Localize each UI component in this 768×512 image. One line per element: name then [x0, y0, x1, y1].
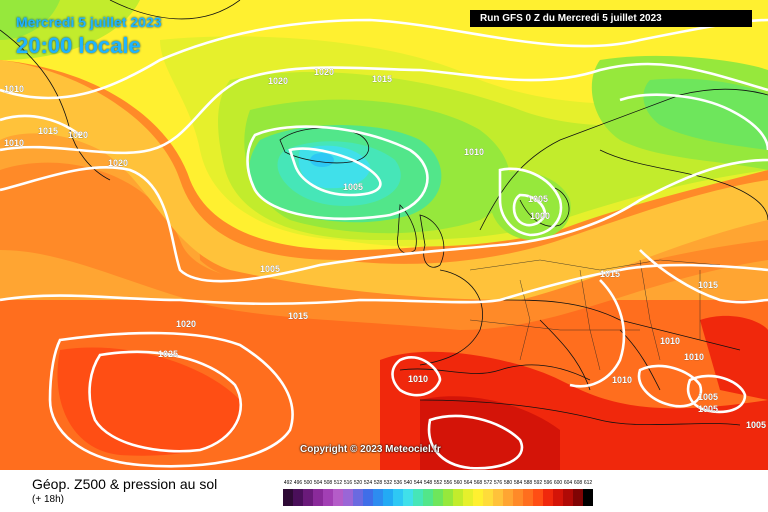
scale-swatch	[373, 489, 383, 506]
scale-tick-label: 604	[563, 480, 573, 486]
forecast-date: Mercredi 5 juillet 2023	[16, 14, 162, 30]
scale-tick-label: 612	[583, 480, 593, 486]
isobar-label: 1005	[260, 264, 280, 274]
isobar-label: 1015	[288, 311, 308, 321]
scale-tick-label: 520	[353, 480, 363, 486]
isobar-label: 1010	[408, 374, 428, 384]
scale-swatch	[433, 489, 443, 506]
scale-tick-label: 564	[463, 480, 473, 486]
scale-swatch	[383, 489, 393, 506]
legend-subtitle: (+ 18h)	[32, 494, 64, 505]
scale-swatch	[563, 489, 573, 506]
scale-tick-label: 552	[433, 480, 443, 486]
scale-tick-labels: 492 496 500 504 508 512 516 520 524 528 532 536 540 5…	[283, 478, 753, 489]
isobar-label: 1015	[372, 74, 392, 84]
scale-swatch	[533, 489, 543, 506]
isobar-label: 1005	[698, 404, 718, 414]
isobar-label: 1010	[612, 375, 632, 385]
scale-tick-label: 584	[513, 480, 523, 486]
scale-swatch	[423, 489, 433, 506]
scale-swatch	[513, 489, 523, 506]
scale-swatch	[463, 489, 473, 506]
copyright-notice: Copyright © 2023 Meteociel.fr	[300, 444, 441, 455]
scale-tick-label: 492	[283, 480, 293, 486]
isobar-label: 1010	[4, 138, 24, 148]
scale-tick-label: 504	[313, 480, 323, 486]
isobar-label: 1020	[108, 158, 128, 168]
scale-swatch	[403, 489, 413, 506]
scale-swatch	[393, 489, 403, 506]
isobar-label: 1005	[746, 420, 766, 430]
scale-swatch	[453, 489, 463, 506]
scale-tick-label: 580	[503, 480, 513, 486]
scale-swatches	[283, 489, 753, 506]
scale-swatch	[413, 489, 423, 506]
scale-swatch	[323, 489, 333, 506]
scale-swatch	[553, 489, 563, 506]
scale-swatch	[523, 489, 533, 506]
scale-swatch	[543, 489, 553, 506]
scale-tick-label: 600	[553, 480, 563, 486]
weather-map: 1010 1010 1015 1020 1020 1020 1020 1015 …	[0, 0, 768, 470]
isobar-label: 1005	[343, 182, 363, 192]
isobar-label: 1020	[176, 319, 196, 329]
scale-tick-label: 560	[453, 480, 463, 486]
scale-swatch	[583, 489, 593, 506]
color-scale: 492 496 500 504 508 512 516 520 524 528 532 536 540 5…	[283, 478, 753, 506]
scale-tick-label: 536	[393, 480, 403, 486]
scale-tick-label: 524	[363, 480, 373, 486]
scale-tick-label: 496	[293, 480, 303, 486]
scale-swatch	[473, 489, 483, 506]
scale-tick-label: 568	[473, 480, 483, 486]
scale-tick-label: 608	[573, 480, 583, 486]
run-info-banner: Run GFS 0 Z du Mercredi 5 juillet 2023	[470, 10, 752, 27]
isobar-label: 1020	[314, 67, 334, 77]
isobar-label: 1010	[684, 352, 704, 362]
map-canvas: 1010 1010 1015 1020 1020 1020 1020 1015 …	[0, 0, 768, 470]
scale-swatch	[493, 489, 503, 506]
isobar-label: 1025	[158, 349, 178, 359]
isobar-label: 1010	[660, 336, 680, 346]
isobar-label: 1015	[38, 126, 58, 136]
scale-tick-label: 576	[493, 480, 503, 486]
scale-tick-label: 588	[523, 480, 533, 486]
isobar-label: 1020	[68, 130, 88, 140]
scale-tick-label: 596	[543, 480, 553, 486]
scale-tick-label: 544	[413, 480, 423, 486]
scale-tick-label: 500	[303, 480, 313, 486]
isobar-label: 1020	[268, 76, 288, 86]
scale-tick-label: 532	[383, 480, 393, 486]
scale-tick-label: 592	[533, 480, 543, 486]
scale-tick-label: 572	[483, 480, 493, 486]
scale-tick-label: 512	[333, 480, 343, 486]
scale-swatch	[573, 489, 583, 506]
legend-title: Géop. Z500 & pression au sol	[32, 476, 218, 492]
scale-swatch	[363, 489, 373, 506]
forecast-time: 20:00 locale	[16, 33, 141, 58]
isobar-label: 1000	[530, 211, 550, 221]
isobar-label: 1015	[600, 269, 620, 279]
scale-swatch	[343, 489, 353, 506]
isobar-label: 1010	[4, 84, 24, 94]
scale-swatch	[313, 489, 323, 506]
scale-tick-label: 556	[443, 480, 453, 486]
scale-tick-label: 540	[403, 480, 413, 486]
scale-tick-label: 528	[373, 480, 383, 486]
scale-swatch	[443, 489, 453, 506]
scale-tick-label: 516	[343, 480, 353, 486]
scale-swatch	[293, 489, 303, 506]
scale-tick-label: 508	[323, 480, 333, 486]
scale-swatch	[353, 489, 363, 506]
scale-swatch	[303, 489, 313, 506]
isobar-label: 1005	[528, 194, 548, 204]
scale-swatch	[503, 489, 513, 506]
scale-swatch	[283, 489, 293, 506]
isobar-label: 1010	[464, 147, 484, 157]
scale-swatch	[333, 489, 343, 506]
scale-swatch	[483, 489, 493, 506]
scale-tick-label: 548	[423, 480, 433, 486]
isobar-label: 1015	[698, 280, 718, 290]
isobar-label: 1005	[698, 392, 718, 402]
